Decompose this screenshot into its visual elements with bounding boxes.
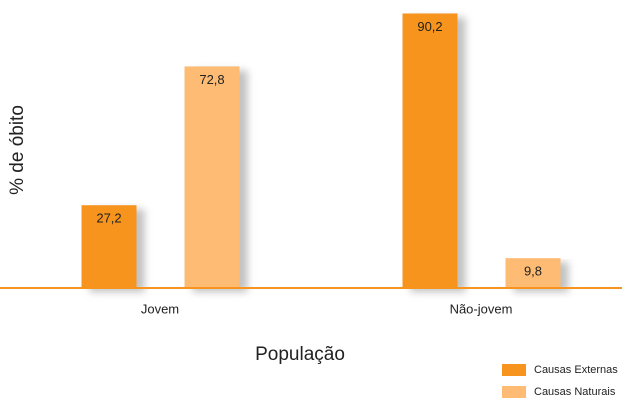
bar xyxy=(184,66,240,288)
value-label: 90,2 xyxy=(417,19,442,34)
legend-label: Causas Externas xyxy=(534,364,618,376)
bar xyxy=(402,13,458,288)
x-axis-label: População xyxy=(255,344,345,365)
legend-swatch xyxy=(502,364,526,376)
x-tick-label: Não-jovem xyxy=(450,301,513,316)
y-axis-label: % de óbito xyxy=(7,105,28,195)
legend-swatch xyxy=(502,386,526,398)
value-label: 9,8 xyxy=(524,264,542,279)
legend-label: Causas Naturais xyxy=(534,386,616,398)
bar xyxy=(505,258,561,288)
bar xyxy=(81,205,137,288)
x-tick-label: Jovem xyxy=(141,301,179,316)
value-label: 27,2 xyxy=(96,211,121,226)
value-label: 72,8 xyxy=(199,72,224,87)
